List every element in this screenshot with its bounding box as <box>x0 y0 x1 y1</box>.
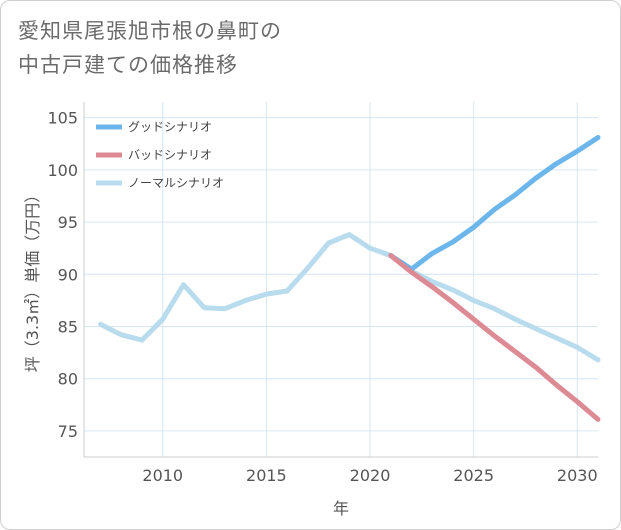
y-axis-label: 坪（3.3㎡）単価（万円） <box>23 187 42 372</box>
x-tick-label-2030: 2030 <box>557 466 598 485</box>
y-tick-label-95: 95 <box>58 213 78 232</box>
y-tick-label-105: 105 <box>47 109 78 128</box>
series-line-2 <box>98 232 601 363</box>
x-axis-label: 年 <box>333 499 349 518</box>
y-tick-label-85: 85 <box>58 317 78 336</box>
x-tick-label-2020: 2020 <box>350 466 391 485</box>
x-tick-label-2025: 2025 <box>453 466 494 485</box>
series-line-1 <box>388 253 601 422</box>
y-tick-label-80: 80 <box>58 370 78 389</box>
legend-label-1: バッドシナリオ <box>128 148 212 162</box>
legend-label-0: グッドシナリオ <box>128 120 212 134</box>
series-lines <box>98 135 601 422</box>
y-tick-label-90: 90 <box>58 265 78 284</box>
grid <box>84 102 598 457</box>
tick-labels: 2010 2015 2020 2025 2030 75 80 85 90 95 100 105 <box>47 109 597 485</box>
chart-title: 愛知県尾張旭市根の鼻町の 中古戸建ての価格推移 <box>18 14 282 82</box>
x-tick-label-2015: 2015 <box>246 466 287 485</box>
legend-label-2: ノーマルシナリオ <box>128 176 224 190</box>
chart-title-line-2: 中古戸建ての価格推移 <box>18 53 238 77</box>
axes <box>83 102 598 458</box>
chart-title-line-1: 愛知県尾張旭市根の鼻町の <box>18 19 282 43</box>
series-line-0 <box>388 135 601 272</box>
x-tick-label-2010: 2010 <box>142 466 183 485</box>
y-tick-label-100: 100 <box>47 161 78 180</box>
y-tick-label-75: 75 <box>58 422 78 441</box>
